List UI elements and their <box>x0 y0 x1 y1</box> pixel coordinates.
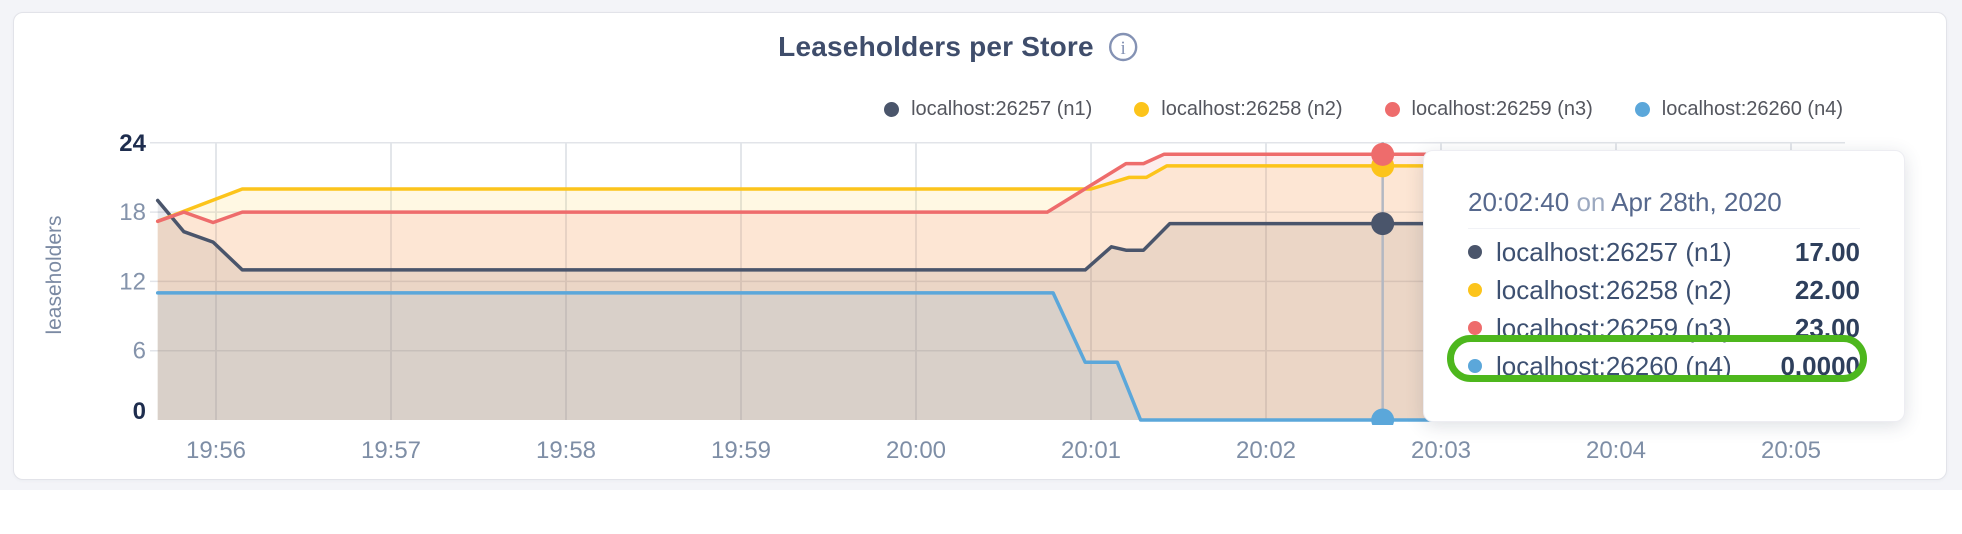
hover-tooltip: 20:02:40 on Apr 28th, 2020 localhost:262… <box>1423 150 1905 422</box>
legend-label: localhost:26257 (n1) <box>911 98 1093 120</box>
tooltip-series-value: 17.00 <box>1794 236 1860 267</box>
series-area <box>157 154 1844 421</box>
y-tick-label: 6 <box>133 338 146 365</box>
legend-label: localhost:26259 (n3) <box>1411 98 1593 120</box>
y-tick-label: 24 <box>119 130 146 157</box>
y-tick-label: 0 <box>133 398 146 425</box>
tooltip-row: localhost:26260 (n4) 0.0000 <box>1468 347 1860 385</box>
x-tick-label: 20:03 <box>1411 437 1471 464</box>
x-tick-label: 20:05 <box>1761 437 1821 464</box>
series-line <box>155 152 1846 225</box>
x-tick-label: 19:58 <box>536 437 596 464</box>
tooltip-series-value: 23.00 <box>1794 312 1860 343</box>
tooltip-series-label: localhost:26257 (n1) <box>1496 236 1732 267</box>
tooltip-connector: on <box>1576 187 1606 217</box>
hover-point <box>1371 142 1395 166</box>
y-axis-title: leaseholders <box>43 215 66 335</box>
tooltip-row: localhost:26259 (n3) 23.00 <box>1468 309 1860 347</box>
tooltip-time: 20:02:40 <box>1468 187 1570 217</box>
legend-item[interactable]: localhost:26260 (n4) <box>1634 98 1843 121</box>
svg-text:i: i <box>1120 38 1125 59</box>
info-icon[interactable]: i <box>1108 32 1138 62</box>
hover-point <box>1371 408 1395 425</box>
tooltip-row: localhost:26258 (n2) 22.00 <box>1468 271 1860 309</box>
legend-item[interactable]: localhost:26257 (n1) <box>884 98 1092 121</box>
tooltip-series-label: localhost:26258 (n2) <box>1496 274 1732 305</box>
legend-label: localhost:26260 (n4) <box>1661 98 1843 120</box>
x-tick-label: 19:59 <box>711 437 771 464</box>
tooltip-series-dot-icon <box>1468 283 1482 297</box>
legend-item[interactable]: localhost:26258 (n2) <box>1134 98 1343 121</box>
tooltip-date: Apr 28th, 2020 <box>1611 187 1782 217</box>
x-tick-label: 20:02 <box>1236 437 1296 464</box>
x-tick-label: 19:57 <box>361 437 421 464</box>
y-tick-label: 12 <box>119 268 146 295</box>
x-tick-label: 20:01 <box>1061 437 1121 464</box>
tooltip-rows: localhost:26257 (n1) 17.00 localhost:26258… <box>1468 233 1860 385</box>
tooltip-series-dot-icon <box>1468 359 1482 373</box>
tooltip-series-label: localhost:26260 (n4) <box>1496 350 1732 381</box>
tooltip-series-label: localhost:26259 (n3) <box>1496 312 1732 343</box>
y-tick-label: 18 <box>119 199 146 226</box>
legend-dot-icon <box>1134 102 1150 117</box>
series-area <box>157 200 1844 420</box>
x-tick-label: 19:56 <box>186 437 246 464</box>
legend-dot-icon <box>1634 102 1650 117</box>
chart-header: Leaseholders per Store i <box>778 31 1138 63</box>
plot-series-group <box>155 142 1846 425</box>
series-area <box>157 292 1844 420</box>
tooltip-row: localhost:26257 (n1) 17.00 <box>1468 233 1860 271</box>
tooltip-series-dot-icon <box>1468 321 1482 335</box>
tooltip-series-value: 0.0000 <box>1780 350 1860 381</box>
hover-point <box>1371 212 1395 236</box>
x-tick-label: 20:00 <box>886 437 946 464</box>
legend-dot-icon <box>884 102 900 117</box>
tooltip-series-value: 22.00 <box>1794 274 1860 305</box>
series-line <box>155 198 1846 272</box>
page-title: Leaseholders per Store <box>778 31 1094 62</box>
legend-item[interactable]: localhost:26259 (n3) <box>1384 98 1593 121</box>
series-line <box>155 291 1846 422</box>
legend-label: localhost:26258 (n2) <box>1161 98 1343 120</box>
legend-dot-icon <box>1384 102 1400 117</box>
x-tick-label: 20:04 <box>1586 437 1646 464</box>
tooltip-timestamp: 20:02:40 on Apr 28th, 2020 <box>1468 187 1860 229</box>
tooltip-series-dot-icon <box>1468 245 1482 259</box>
series-line <box>155 164 1846 224</box>
chart-legend: localhost:26257 (n1) localhost:26258 (n2)… <box>884 98 1843 121</box>
